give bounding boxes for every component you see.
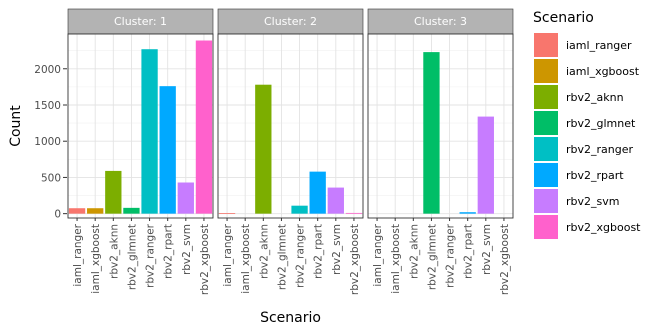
facet-strip xyxy=(217,8,364,35)
bar-rbv2_glmnet xyxy=(123,207,140,214)
x-tick-label: iaml_ranger xyxy=(372,223,384,286)
panel-background xyxy=(218,34,363,218)
bar-rbv2_xgboost xyxy=(345,212,363,214)
x-tick-label: rbv2_xgboost xyxy=(349,224,361,295)
legend-label: rbv2_ranger xyxy=(566,143,633,156)
x-tick-label: rbv2_glmnet xyxy=(276,224,288,290)
facet-strip xyxy=(367,8,514,35)
bar-rbv2_rpart xyxy=(309,171,326,214)
legend-key xyxy=(534,137,558,161)
x-tick-label: rbv2_glmnet xyxy=(426,224,438,290)
x-tick-label: rbv2_svm xyxy=(181,224,193,275)
bar-rbv2_svm xyxy=(327,187,344,214)
legend-key xyxy=(534,111,558,135)
bar-iaml_xgboost xyxy=(87,208,104,214)
x-tick-label: iaml_ranger xyxy=(222,223,234,286)
legend-key xyxy=(534,33,558,57)
legend-key xyxy=(534,85,558,109)
y-axis-title: Count xyxy=(8,105,24,147)
legend-label: rbv2_svm xyxy=(566,195,619,208)
x-tick-label: rbv2_ranger xyxy=(295,223,307,288)
y-tick-label: 2000 xyxy=(34,64,61,76)
legend-key xyxy=(534,189,558,213)
facet-strip xyxy=(67,8,214,35)
bar-iaml_ranger xyxy=(68,208,86,214)
panel-border xyxy=(367,33,514,219)
x-tick-label: rbv2_svm xyxy=(331,224,343,275)
facet-strip-label: Cluster: 3 xyxy=(414,15,467,28)
x-tick-label: iaml_xgboost xyxy=(90,224,102,294)
facet-strip-label: Cluster: 2 xyxy=(264,15,317,28)
bar-rbv2_svm xyxy=(477,116,494,214)
y-tick-label: 500 xyxy=(41,172,61,184)
legend-label: rbv2_glmnet xyxy=(566,117,636,130)
bar-iaml_ranger xyxy=(218,213,236,214)
bar-rbv2_aknn xyxy=(255,84,272,214)
bar-rbv2_ranger xyxy=(141,49,158,214)
x-tick-label: rbv2_ranger xyxy=(445,223,457,288)
legend-label: iaml_xgboost xyxy=(566,65,640,78)
y-tick-label: 1500 xyxy=(34,100,61,112)
legend-key xyxy=(534,163,558,187)
x-tick-label: rbv2_xgboost xyxy=(199,224,211,295)
legend-label: iaml_ranger xyxy=(566,39,632,52)
legend-key xyxy=(534,215,558,239)
x-tick-label: rbv2_ranger xyxy=(145,223,157,288)
panel-border xyxy=(217,33,364,219)
legend-label: rbv2_rpart xyxy=(566,169,624,182)
x-tick-label: rbv2_aknn xyxy=(108,224,120,279)
x-tick-label: iaml_ranger xyxy=(72,223,84,286)
x-tick-label: rbv2_aknn xyxy=(408,224,420,279)
bar-rbv2_aknn xyxy=(105,170,122,214)
legend-label: rbv2_aknn xyxy=(566,91,624,104)
legend-label: rbv2_xgboost xyxy=(566,221,641,234)
y-tick-label: 1000 xyxy=(34,136,61,148)
x-tick-label: rbv2_aknn xyxy=(258,224,270,279)
bar-rbv2_rpart xyxy=(459,212,476,214)
panel-border xyxy=(67,33,214,219)
bar-rbv2_rpart xyxy=(159,86,176,214)
x-tick-label: iaml_xgboost xyxy=(390,224,402,294)
x-tick-label: rbv2_svm xyxy=(481,224,493,275)
bar-rbv2_ranger xyxy=(291,205,308,214)
legend-title: Scenario xyxy=(533,10,594,26)
legend-key xyxy=(534,59,558,83)
bar-rbv2_svm xyxy=(177,182,194,214)
facet-strip-label: Cluster: 1 xyxy=(114,15,167,28)
bar-rbv2_glmnet xyxy=(423,52,440,214)
x-tick-label: rbv2_rpart xyxy=(163,224,175,279)
bar-rbv2_xgboost xyxy=(195,40,213,214)
y-tick-label: 0 xyxy=(54,209,61,221)
x-tick-label: rbv2_rpart xyxy=(463,224,475,279)
x-tick-label: rbv2_rpart xyxy=(313,224,325,279)
x-tick-label: rbv2_xgboost xyxy=(499,224,511,295)
x-tick-label: rbv2_glmnet xyxy=(126,224,138,290)
x-axis-title: Scenario xyxy=(260,310,321,326)
x-tick-label: iaml_xgboost xyxy=(240,224,252,294)
